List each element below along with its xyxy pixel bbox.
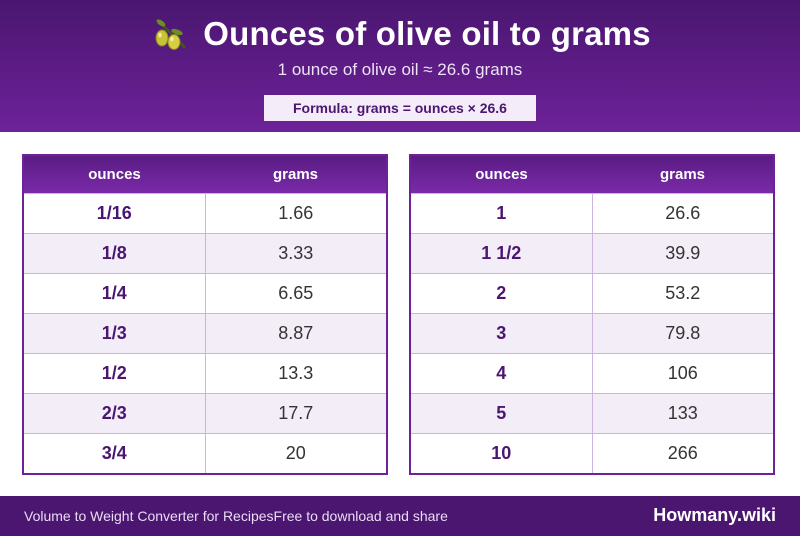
ounces-cell: 3/4 [24, 433, 206, 473]
title-row: Ounces of olive oil to grams [0, 12, 800, 56]
table-row: 5 133 [411, 393, 773, 434]
conversion-subtitle: 1 ounce of olive oil ≈ 26.6 grams [277, 60, 523, 79]
ounces-cell: 1/16 [24, 193, 206, 234]
grams-cell: 1.66 [205, 193, 386, 234]
site-brand-link[interactable]: Howmany.wiki [653, 505, 776, 525]
grams-cell: 8.87 [205, 313, 386, 354]
column-header-ounces: ounces [24, 156, 205, 194]
ounces-cell: 1/8 [24, 233, 206, 274]
footer-bar: Volume to Weight Converter for RecipesFr… [0, 496, 800, 536]
grams-cell: 13.3 [205, 353, 386, 394]
conversion-table-right: ounces grams 1 26.6 1 1/2 39.9 2 53.2 3 79.8… [409, 154, 775, 475]
column-header-grams: grams [592, 156, 773, 194]
ounces-cell: 4 [411, 353, 593, 394]
table-row: 1/4 6.65 [24, 273, 386, 314]
page-title: Ounces of olive oil to grams [203, 15, 651, 52]
table-row: 10 266 [411, 433, 773, 473]
table-row: 1/2 13.3 [24, 353, 386, 394]
grams-cell: 133 [592, 393, 773, 434]
ounces-cell: 1 [411, 193, 593, 234]
header-banner: Ounces of olive oil to grams 1 ounce of … [0, 0, 800, 132]
ounces-cell: 10 [411, 433, 593, 473]
ounces-cell: 1/3 [24, 313, 206, 354]
grams-cell: 106 [592, 353, 773, 394]
table-row: 1/8 3.33 [24, 233, 386, 274]
table-row: 1/3 8.87 [24, 313, 386, 354]
ounces-cell: 5 [411, 393, 593, 434]
grams-cell: 266 [592, 433, 773, 473]
table-header-row: ounces grams [24, 156, 386, 194]
table-row: 1/16 1.66 [24, 193, 386, 234]
table-row: 1 1/2 39.9 [411, 233, 773, 274]
footer-caption: Volume to Weight Converter for RecipesFr… [24, 508, 448, 524]
table-row: 2/3 17.7 [24, 393, 386, 434]
ounces-cell: 2/3 [24, 393, 206, 434]
grams-cell: 17.7 [205, 393, 386, 434]
formula-box: Formula: grams = ounces × 26.6 [264, 95, 536, 121]
olive-branch-icon [155, 19, 187, 50]
table-row: 2 53.2 [411, 273, 773, 314]
column-header-grams: grams [205, 156, 386, 194]
grams-cell: 79.8 [592, 313, 773, 354]
ounces-cell: 1/4 [24, 273, 206, 314]
table-row: 3 79.8 [411, 313, 773, 354]
ounces-cell: 2 [411, 273, 593, 314]
table-header-row: ounces grams [411, 156, 773, 194]
table-row: 4 106 [411, 353, 773, 394]
grams-cell: 6.65 [205, 273, 386, 314]
ounces-cell: 1 1/2 [411, 233, 593, 274]
grams-cell: 20 [205, 433, 386, 473]
grams-cell: 3.33 [205, 233, 386, 274]
grams-cell: 26.6 [592, 193, 773, 234]
table-row: 3/4 20 [24, 433, 386, 473]
grams-cell: 39.9 [592, 233, 773, 274]
grams-cell: 53.2 [592, 273, 773, 314]
ounces-cell: 3 [411, 313, 593, 354]
conversion-table-left: ounces grams 1/16 1.66 1/8 3.33 1/4 6.65 1/… [22, 154, 388, 475]
ounces-cell: 1/2 [24, 353, 206, 394]
table-row: 1 26.6 [411, 193, 773, 234]
column-header-ounces: ounces [411, 156, 592, 194]
